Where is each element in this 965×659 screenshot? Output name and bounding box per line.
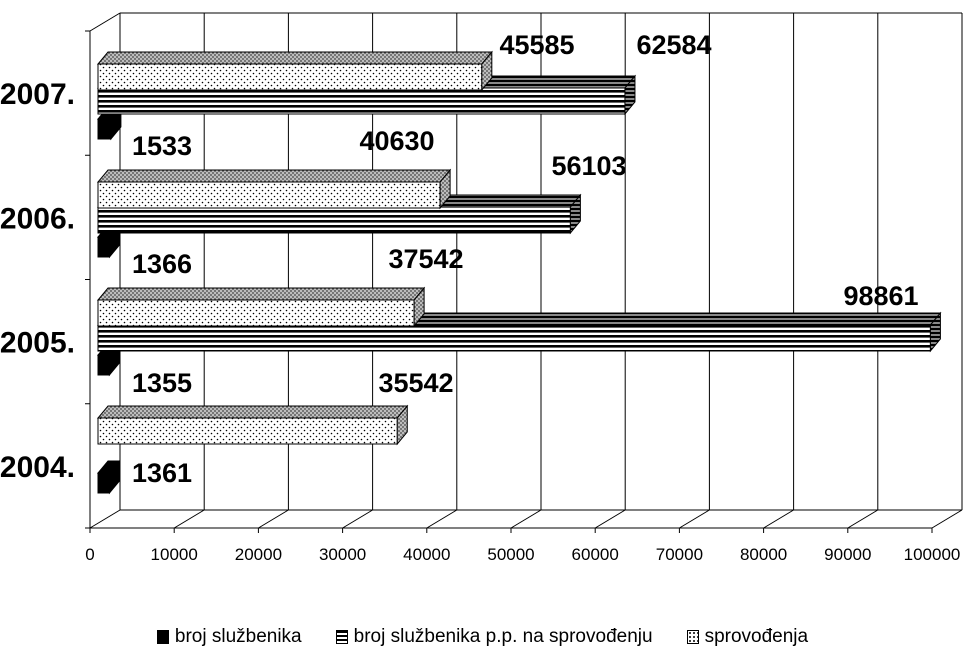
x-tick-label: 0 (85, 545, 94, 564)
bar-side (439, 168, 451, 210)
data-label: 40630 (359, 126, 434, 156)
floor-line (594, 509, 626, 529)
bar-top (96, 169, 452, 183)
legend-label: broj službenika (174, 626, 302, 647)
bar-top (96, 287, 426, 301)
x-tick-label: 100000 (904, 545, 961, 564)
y-category-label: 2004. (0, 451, 75, 484)
bar-side (108, 459, 120, 495)
x-axis: 0 10000 20000 30000 40000 50000 60000 70000 8000… (85, 12, 962, 564)
bar-front (97, 206, 571, 234)
y-category-label: 2005. (0, 327, 75, 360)
x-tick-label: 30000 (319, 545, 366, 564)
bar-front (97, 63, 483, 91)
data-label: 1361 (132, 458, 192, 488)
bars (96, 50, 942, 495)
data-label: 62584 (636, 30, 711, 60)
bar-front (97, 181, 441, 209)
bar-front (97, 87, 626, 115)
floor-line (342, 509, 373, 529)
x-tick-label: 80000 (740, 545, 787, 564)
y-category-label: 2006. (0, 202, 75, 235)
legend-swatch-stripes (335, 630, 348, 644)
floor-line (89, 509, 121, 529)
data-label: 98861 (843, 281, 918, 311)
bar-front (97, 118, 112, 140)
data-label: 35542 (378, 368, 453, 398)
floor-line (763, 509, 794, 529)
bar-side (624, 74, 636, 116)
x-tick-label: 20000 (235, 545, 282, 564)
floor-line (173, 509, 205, 529)
data-labels: 1361 35542 1355 98861 37542 1366 56103 40630 153… (132, 30, 919, 488)
legend-swatch-solid (156, 630, 169, 644)
data-label: 56103 (551, 151, 626, 181)
data-label: 45585 (499, 30, 574, 60)
bar-2 (96, 404, 409, 446)
bar-side (569, 193, 581, 235)
bar-side (413, 286, 425, 328)
legend-item-sprovodjenja: sprovođenja (686, 626, 809, 648)
bar-front (97, 236, 111, 258)
data-label: 1533 (132, 131, 192, 161)
floor-line (426, 509, 458, 529)
bar-front (97, 324, 931, 352)
data-label: 37542 (388, 244, 463, 274)
bar-0 (96, 459, 121, 495)
wall-edge (89, 12, 121, 32)
bar-top (96, 405, 409, 419)
legend-label: sprovođenja (704, 626, 809, 647)
floor-line (847, 509, 879, 529)
bar-front (97, 417, 398, 445)
legend-item-broj-sluzbenika: broj službenika (156, 626, 302, 648)
floor-line (258, 509, 289, 529)
category-labels: 2004. 2005. 2006. 2007. (0, 78, 75, 484)
legend-item-broj-sluzbenika-pp: broj službenika p.p. na sprovođenju (335, 626, 653, 648)
bar-front (97, 299, 415, 327)
bar-front (97, 472, 110, 494)
x-tick-label: 10000 (151, 545, 198, 564)
floor-line (679, 509, 710, 529)
bar-top (96, 51, 493, 65)
x-tick-label: 40000 (403, 545, 450, 564)
bar-2 (96, 286, 426, 328)
legend-swatch-dotted (686, 630, 699, 644)
floor-line (510, 509, 542, 529)
x-tick-label: 70000 (656, 545, 703, 564)
bar-side (481, 50, 493, 92)
bar-2 (96, 50, 493, 92)
bar-side (396, 404, 408, 446)
bar-front (97, 354, 110, 376)
y-category-label: 2007. (0, 78, 75, 111)
data-label: 1366 (132, 249, 192, 279)
x-tick-label: 50000 (487, 545, 534, 564)
floor-line (931, 509, 963, 529)
x-tick-label: 90000 (824, 545, 871, 564)
x-tick-label: 60000 (572, 545, 619, 564)
bar-side (929, 311, 941, 353)
data-label: 1355 (132, 368, 192, 398)
legend: broj službenika broj službenika p.p. na … (0, 622, 965, 652)
legend-label: broj službenika p.p. na sprovođenju (353, 626, 653, 647)
bar-2 (96, 168, 452, 210)
